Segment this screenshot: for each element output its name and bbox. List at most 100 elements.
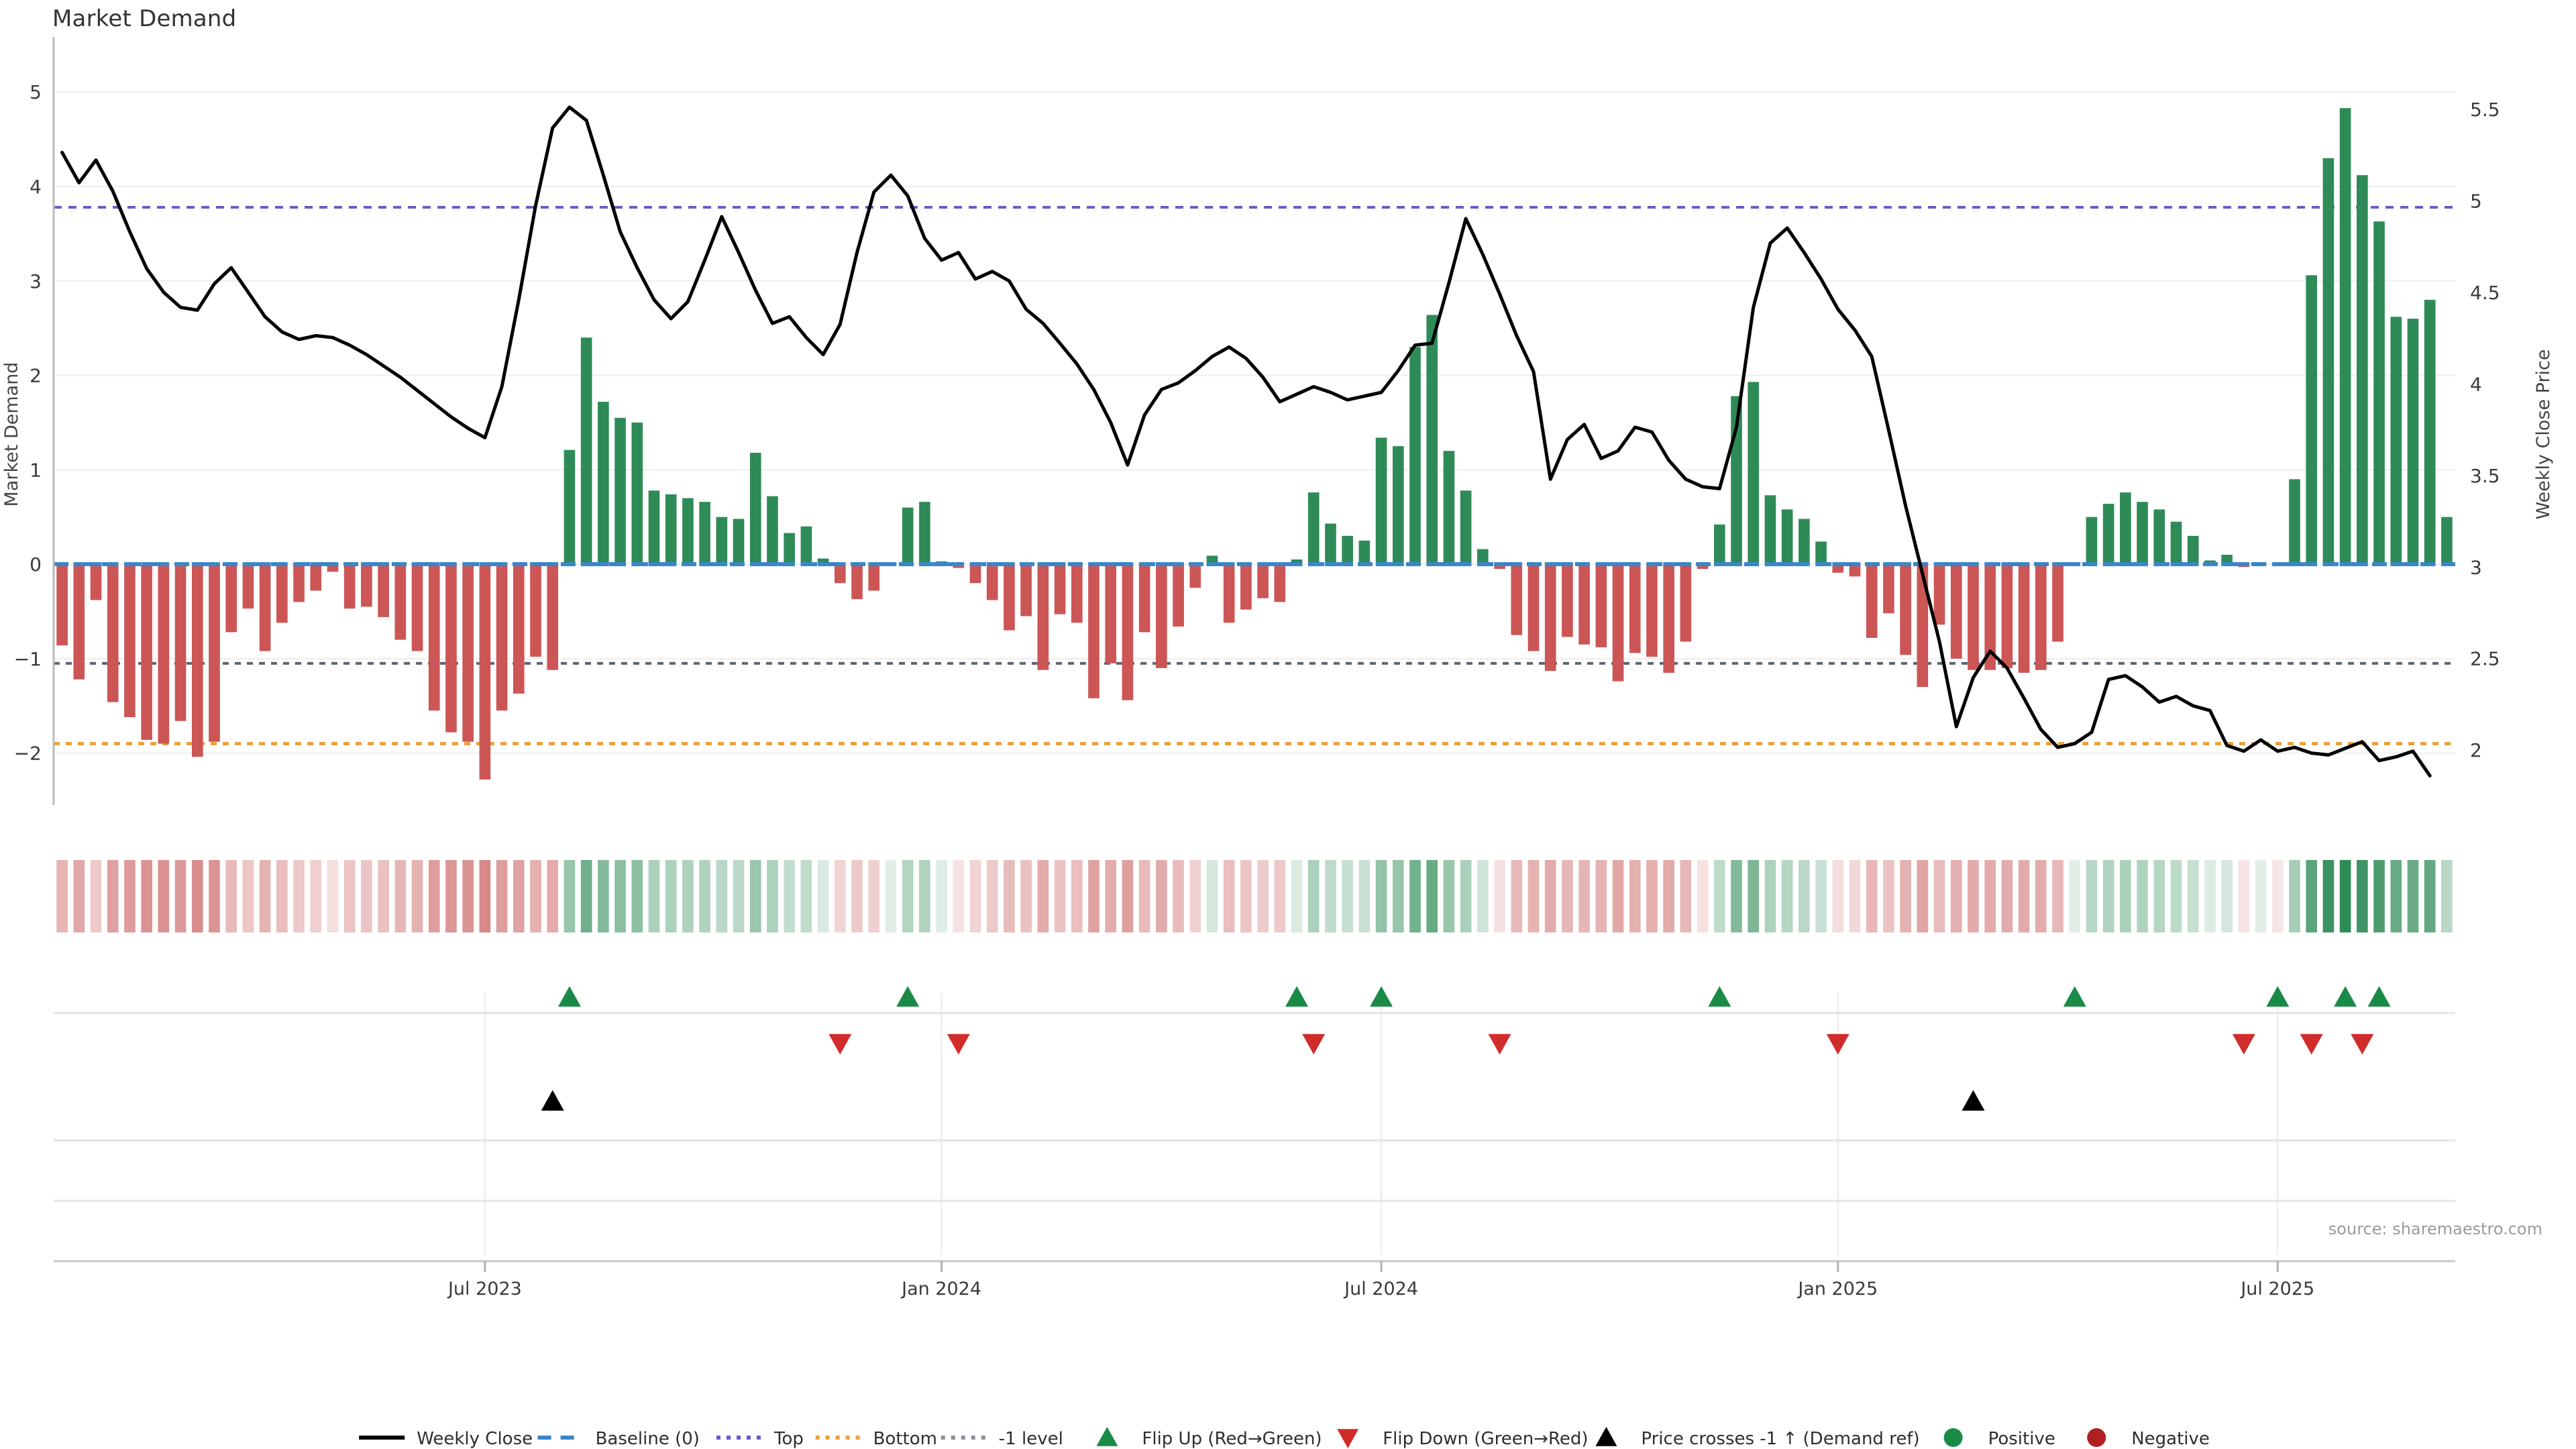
demand-bar: [1544, 564, 1556, 672]
legend-item-baseline[interactable]: Baseline (0): [537, 1429, 700, 1449]
baseline-cap: [1189, 562, 1201, 567]
strip-cell: [1900, 860, 1911, 932]
baseline-cap: [1883, 562, 1894, 567]
baseline-cap: [259, 562, 271, 567]
baseline-cap: [614, 562, 626, 567]
demand-bar: [1984, 564, 1996, 670]
baseline-cap: [1138, 562, 1150, 567]
strip-cell: [1866, 860, 1878, 932]
demand-bar: [2086, 517, 2098, 565]
strip-cell: [614, 860, 626, 932]
demand-bar: [1071, 564, 1083, 623]
strip-cell: [1646, 860, 1658, 932]
baseline-cap: [2289, 562, 2300, 567]
strip-cell: [259, 860, 271, 932]
strip-cell: [2339, 860, 2351, 932]
strip-cell: [445, 860, 457, 932]
demand-bar: [1968, 564, 1979, 670]
demand-bar: [817, 558, 829, 565]
demand-bar: [1680, 564, 1692, 642]
baseline-cap: [1764, 562, 1776, 567]
baseline-cap: [1781, 562, 1793, 567]
legend-item-flip-down[interactable]: Flip Down (Green→Red): [1337, 1429, 1589, 1449]
y-axis-tick-left: 0: [30, 553, 42, 576]
demand-bar: [835, 564, 846, 584]
demand-bar: [1054, 564, 1066, 614]
baseline-cap: [2102, 562, 2114, 567]
flip-down-marker: [1826, 1034, 1849, 1055]
y-axis-tick-left: 2: [30, 365, 42, 387]
legend-item-top[interactable]: Top: [716, 1429, 804, 1449]
demand-bar: [1443, 451, 1455, 565]
strip-cell: [580, 860, 592, 932]
demand-bar: [1629, 564, 1641, 653]
baseline-cap: [361, 562, 372, 567]
strip-cell: [394, 860, 407, 932]
legend-item-positive[interactable]: Positive: [1943, 1428, 2055, 1449]
legend-item-weekly-close[interactable]: Weekly Close: [359, 1429, 533, 1449]
demand-bar: [1138, 564, 1150, 633]
y-axis-title-right: Weekly Close Price: [2533, 349, 2554, 519]
baseline-cap: [2322, 562, 2334, 567]
demand-bar: [1088, 564, 1099, 698]
demand-bar: [580, 337, 592, 565]
baseline-cap: [56, 562, 68, 567]
strip-cell: [1984, 860, 1996, 932]
strip-cell: [749, 860, 761, 932]
strip-cell: [1933, 860, 1945, 932]
legend-item-flip-up[interactable]: Flip Up (Red→Green): [1096, 1427, 1322, 1449]
baseline-cap: [2357, 562, 2368, 567]
demand-bar: [191, 564, 203, 757]
flip-down-marker: [2300, 1034, 2323, 1055]
baseline-cap: [953, 562, 965, 567]
strip-cell: [1358, 860, 1371, 932]
legend-item-bottom[interactable]: Bottom: [815, 1429, 937, 1449]
demand-bar: [1325, 523, 1336, 565]
legend-item-negative[interactable]: Negative: [2087, 1428, 2210, 1449]
baseline-cap: [90, 562, 102, 567]
demand-bar: [1240, 564, 1252, 610]
price-cross-marker: [1962, 1090, 1985, 1111]
strip-cell: [191, 860, 203, 932]
flip-up-marker: [896, 986, 920, 1007]
baseline-cap: [1527, 562, 1540, 567]
baseline-cap: [1274, 562, 1286, 567]
strip-cell: [1037, 860, 1049, 932]
demand-bar: [174, 564, 186, 721]
baseline-cap: [1680, 562, 1692, 567]
flip-down-marker: [828, 1034, 852, 1055]
flip-up-marker: [2334, 986, 2357, 1007]
strip-cell: [1409, 860, 1421, 932]
baseline-cap: [1173, 562, 1184, 567]
strip-cell: [1511, 860, 1523, 932]
demand-bar: [1426, 315, 1438, 565]
strip-cell: [986, 860, 998, 932]
strip-cell: [1477, 860, 1489, 932]
demand-bar: [1409, 347, 1421, 565]
baseline-cap: [1240, 562, 1252, 567]
legend-item-minus-one[interactable]: -1 level: [941, 1429, 1063, 1449]
strip-cell: [276, 860, 288, 932]
strip-cell: [1443, 860, 1455, 932]
baseline-cap: [1325, 562, 1336, 567]
demand-bar: [749, 452, 761, 565]
demand-bar: [2018, 564, 2030, 673]
baseline-cap: [2255, 562, 2267, 567]
legend-item-price-cross[interactable]: Price crosses -1 ↑ (Demand ref): [1595, 1427, 1920, 1449]
baseline-cap: [378, 562, 389, 567]
legend-item-label: Baseline (0): [596, 1429, 700, 1449]
demand-bar: [1612, 564, 1624, 682]
baseline-cap: [2086, 562, 2098, 567]
demand-bar: [1578, 564, 1590, 645]
demand-bar: [361, 564, 372, 607]
baseline-cap: [699, 562, 710, 567]
demand-bar: [513, 564, 525, 694]
baseline-cap: [158, 562, 170, 567]
baseline-cap: [733, 562, 745, 567]
baseline-cap: [445, 562, 457, 567]
baseline-cap: [767, 562, 778, 567]
baseline-cap: [1037, 562, 1049, 567]
baseline-cap: [1933, 562, 1945, 567]
baseline-cap: [682, 562, 694, 567]
strip-cell: [2001, 860, 2013, 932]
